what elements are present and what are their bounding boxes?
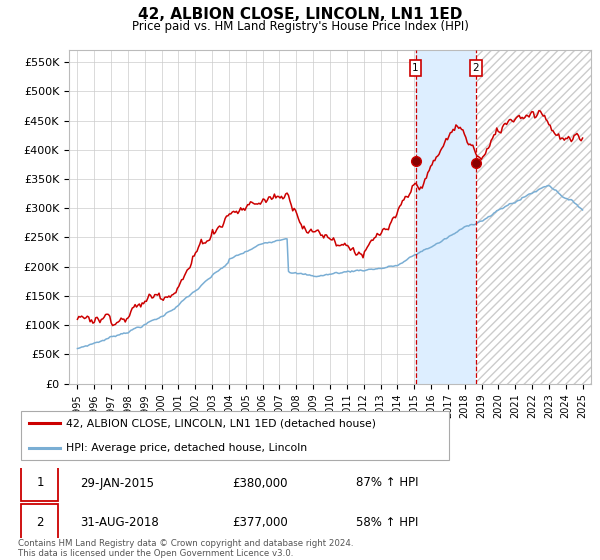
Bar [476, 50, 591, 384]
Text: Contains HM Land Registry data © Crown copyright and database right 2024.
This d: Contains HM Land Registry data © Crown c… [18, 539, 353, 558]
Text: 29-JAN-2015: 29-JAN-2015 [80, 477, 154, 489]
Text: HPI: Average price, detached house, Lincoln: HPI: Average price, detached house, Linc… [66, 442, 307, 452]
Text: 31-AUG-2018: 31-AUG-2018 [80, 516, 159, 529]
FancyBboxPatch shape [21, 411, 449, 460]
Text: 1: 1 [36, 477, 44, 489]
Text: £377,000: £377,000 [232, 516, 288, 529]
FancyBboxPatch shape [22, 465, 58, 501]
Text: 2: 2 [36, 516, 44, 529]
FancyBboxPatch shape [22, 504, 58, 540]
Text: 2: 2 [473, 63, 479, 73]
Text: 1: 1 [412, 63, 419, 73]
Text: Price paid vs. HM Land Registry's House Price Index (HPI): Price paid vs. HM Land Registry's House … [131, 20, 469, 32]
Bar [416, 50, 476, 384]
Text: 42, ALBION CLOSE, LINCOLN, LN1 1ED: 42, ALBION CLOSE, LINCOLN, LN1 1ED [138, 7, 462, 22]
Bar [476, 50, 591, 384]
Text: 58% ↑ HPI: 58% ↑ HPI [356, 516, 419, 529]
Text: £380,000: £380,000 [232, 477, 288, 489]
Text: 87% ↑ HPI: 87% ↑ HPI [356, 477, 419, 489]
Text: 42, ALBION CLOSE, LINCOLN, LN1 1ED (detached house): 42, ALBION CLOSE, LINCOLN, LN1 1ED (deta… [66, 418, 376, 428]
